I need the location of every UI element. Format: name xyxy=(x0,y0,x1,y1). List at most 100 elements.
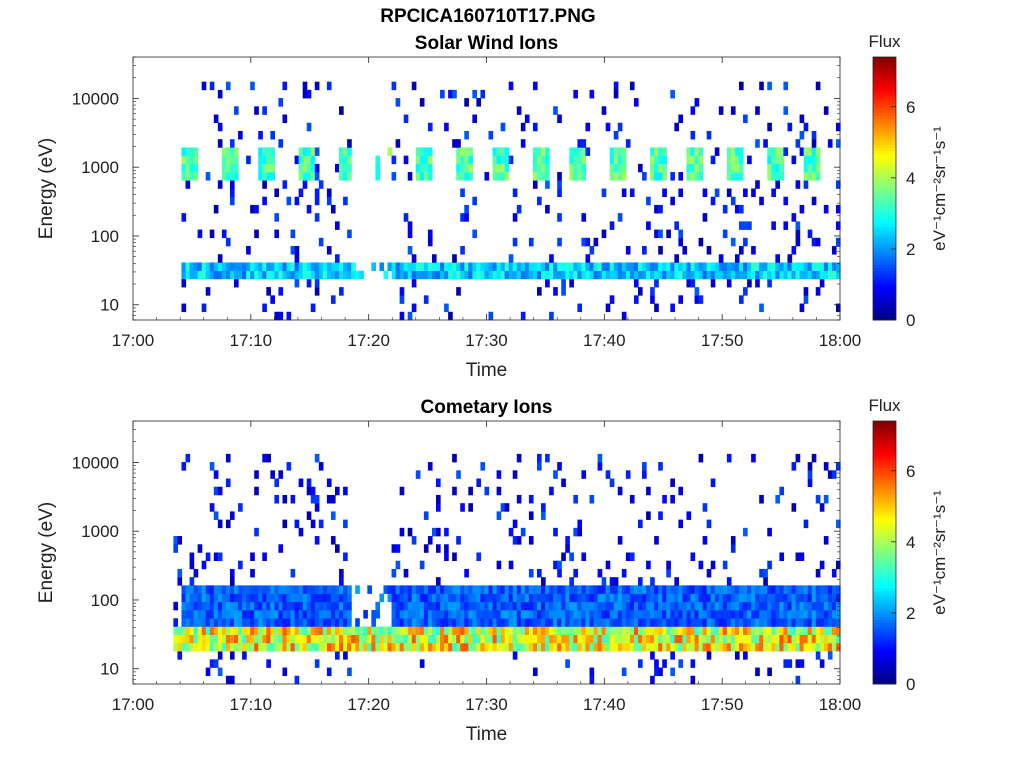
heatmap-cell xyxy=(274,270,280,280)
heatmap-cell xyxy=(642,270,647,280)
colorbar-segment xyxy=(873,549,896,553)
heatmap-cell xyxy=(314,81,320,91)
heatmap-cell xyxy=(472,601,477,611)
heatmap-cell xyxy=(593,262,599,271)
colorbar-segment xyxy=(873,103,896,108)
heatmap-cell xyxy=(242,610,247,619)
heatmap-cell xyxy=(528,568,534,578)
heatmap-cell xyxy=(294,196,300,206)
heatmap-cell xyxy=(201,81,207,91)
heatmap-cell xyxy=(440,642,445,652)
heatmap-cell xyxy=(282,270,288,280)
heatmap-cell xyxy=(609,172,615,181)
heatmap-cell xyxy=(581,155,587,165)
heatmap-cell xyxy=(795,180,801,189)
heatmap-cell xyxy=(670,610,675,619)
heatmap-cell xyxy=(480,626,486,635)
heatmap-cell xyxy=(411,536,417,545)
heatmap-cell xyxy=(791,634,797,644)
heatmap-cell xyxy=(811,585,817,594)
heatmap-cell xyxy=(819,626,825,635)
heatmap-cell xyxy=(419,659,425,668)
heatmap-cell xyxy=(755,106,760,115)
heatmap-cell xyxy=(347,610,352,619)
heatmap-cell xyxy=(734,618,740,627)
heatmap-cell xyxy=(646,262,651,271)
heatmap-cell xyxy=(379,593,385,603)
heatmap-cell xyxy=(743,634,748,644)
heatmap-cell xyxy=(452,262,457,271)
heatmap-cell xyxy=(225,593,231,603)
heatmap-cell xyxy=(831,568,837,578)
heatmap-cell xyxy=(250,204,255,214)
heatmap-cell xyxy=(456,618,461,627)
heatmap-cell xyxy=(254,106,259,115)
heatmap-cell xyxy=(314,196,320,206)
heatmap-cell xyxy=(803,634,809,644)
colorbar-segment xyxy=(873,159,896,163)
heatmap-cell xyxy=(537,163,542,173)
colorbar-segment xyxy=(873,109,896,114)
heatmap-cell xyxy=(767,642,772,652)
heatmap-cell xyxy=(666,601,671,611)
heatmap-cell xyxy=(520,122,526,132)
heatmap-cell xyxy=(795,270,801,280)
colorbar-segment xyxy=(873,441,896,445)
colorbar-segment xyxy=(873,208,896,213)
heatmap-cell xyxy=(496,601,502,611)
heatmap-cell xyxy=(541,511,546,520)
heatmap-cell xyxy=(250,568,255,578)
heatmap-cell xyxy=(266,634,271,644)
heatmap-cell xyxy=(496,593,502,603)
heatmap-cell xyxy=(686,585,692,594)
heatmap-cell xyxy=(444,303,449,313)
heatmap-cell xyxy=(593,237,599,247)
heatmap-cell xyxy=(476,478,482,488)
heatmap-cell xyxy=(815,585,821,594)
heatmap-cell xyxy=(351,262,356,271)
heatmap-cell xyxy=(747,593,752,603)
heatmap-cell xyxy=(310,610,316,619)
colorbar-segment xyxy=(873,584,896,589)
heatmap-cell xyxy=(326,634,332,644)
heatmap-cell xyxy=(783,659,789,668)
heatmap-cell xyxy=(730,593,736,603)
colorbar-segment xyxy=(873,132,896,137)
colorbar-tick-label: 4 xyxy=(906,169,915,188)
heatmap-cell xyxy=(436,262,441,271)
heatmap-cell xyxy=(755,642,760,652)
heatmap-cell xyxy=(638,577,643,586)
heatmap-cell xyxy=(775,642,780,652)
heatmap-cell xyxy=(739,295,744,304)
heatmap-cell xyxy=(714,147,720,156)
heatmap-cell xyxy=(254,626,259,635)
heatmap-cell xyxy=(254,527,259,537)
heatmap-cell xyxy=(415,270,421,280)
heatmap-cell xyxy=(621,172,627,181)
heatmap-cell xyxy=(375,155,381,165)
heatmap-cell xyxy=(343,172,348,181)
heatmap-cell xyxy=(532,180,538,189)
heatmap-cell xyxy=(452,634,457,644)
heatmap-cell xyxy=(698,610,704,619)
colorbar-tick-label: 2 xyxy=(906,240,915,259)
heatmap-cell xyxy=(246,270,251,280)
heatmap-cell xyxy=(662,262,667,271)
heatmap-cell xyxy=(646,642,651,652)
heatmap-cell xyxy=(318,519,324,529)
heatmap-cell xyxy=(565,642,570,652)
heatmap-cell xyxy=(698,560,704,570)
heatmap-cell xyxy=(229,634,235,644)
heatmap-cell xyxy=(787,618,793,627)
heatmap-cell xyxy=(613,585,619,594)
heatmap-cell xyxy=(221,642,227,652)
heatmap-cell xyxy=(411,601,417,611)
heatmap-cell xyxy=(278,642,284,652)
heatmap-cell xyxy=(464,262,469,271)
colorbar-segment xyxy=(873,616,896,621)
heatmap-cell xyxy=(492,593,498,603)
heatmap-cell xyxy=(739,610,744,619)
heatmap-cell xyxy=(492,610,498,619)
heatmap-cell xyxy=(399,626,405,635)
heatmap-cell xyxy=(347,229,352,239)
